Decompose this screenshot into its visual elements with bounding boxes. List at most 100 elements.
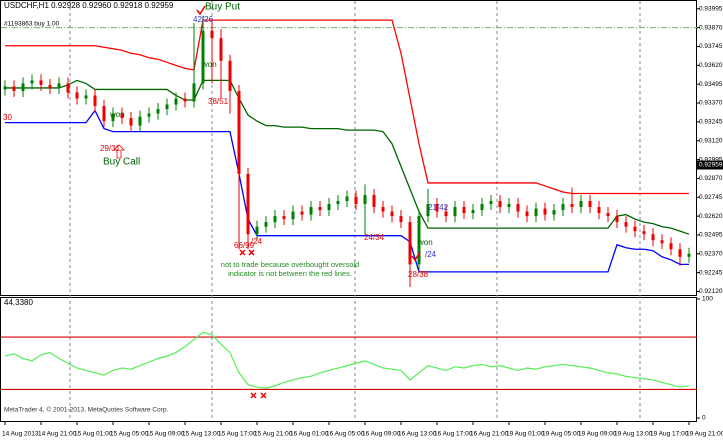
- candle-body: [435, 204, 439, 212]
- arrow-icon: [113, 144, 125, 159]
- candle-body: [606, 213, 610, 217]
- candle-body: [570, 204, 574, 208]
- candle-body: [282, 216, 286, 220]
- candle-body: [3, 86, 7, 90]
- candle-body: [381, 207, 385, 212]
- x-tick-label: 16 Aug 21:00: [470, 431, 509, 438]
- candle-body: [192, 83, 196, 102]
- x-tick-label: 19 Aug 05:00: [542, 431, 581, 438]
- candle-body: [660, 240, 664, 244]
- x-tick-label: 19 Aug 01:00: [506, 431, 545, 438]
- x-tick-label: 16 Aug 01:00: [290, 431, 329, 438]
- annotation: /24: [251, 237, 263, 246]
- candle-body: [498, 201, 502, 208]
- candle-body: [543, 208, 547, 215]
- annotation: 38/51: [208, 97, 229, 106]
- candle-body: [462, 207, 466, 214]
- y-tick-label: 0.92495: [699, 232, 723, 239]
- x-tick-label: 16 Aug 05:00: [326, 431, 365, 438]
- chart-title: USDCHF,H1 0.92928 0.92960 0.92918 0.9295…: [4, 1, 174, 10]
- x-tick-label: 19 Aug 13:00: [614, 431, 653, 438]
- candle-body: [138, 116, 142, 126]
- y-tick-label: 0.93370: [699, 100, 723, 107]
- candle-body: [246, 173, 250, 235]
- candle-body: [165, 104, 169, 110]
- candle-body: [399, 216, 403, 223]
- candle-body: [597, 207, 601, 214]
- x-tick-label: 15 Aug 13:00: [182, 431, 221, 438]
- annotation: 28/38: [408, 270, 429, 279]
- y-tick-label: 0: [702, 415, 706, 422]
- candle-body: [93, 95, 97, 107]
- y-tick-label: 0.92995: [699, 156, 723, 163]
- band-line: [5, 109, 689, 273]
- y-tick-label: 0.93745: [699, 43, 723, 50]
- x-tick-label: 16 Aug 17:00: [434, 431, 473, 438]
- y-tick-label: 0.92370: [699, 251, 723, 258]
- annotation: 21/42: [428, 203, 449, 212]
- y-tick-label: 0.92120: [699, 288, 723, 295]
- candle-body: [408, 222, 412, 265]
- candle-body: [561, 204, 565, 211]
- candle-body: [183, 98, 187, 102]
- y-tick-label: 100: [702, 296, 713, 303]
- main-frame: [0, 0, 697, 296]
- y-tick-label: 0.93245: [699, 119, 723, 126]
- candle-body: [363, 194, 367, 205]
- period-separators: [69, 1, 641, 421]
- candle-body: [84, 95, 88, 99]
- candle-body: [588, 201, 592, 208]
- candle-body: [174, 98, 178, 105]
- y-tick-label: 0.92870: [699, 175, 723, 182]
- candle-body: [480, 204, 484, 211]
- y-tick-label: 0.93120: [699, 137, 723, 144]
- candle-body: [147, 113, 151, 117]
- candle-body: [12, 86, 16, 91]
- annotation: 24/34: [364, 233, 385, 242]
- candle-body: [219, 38, 223, 61]
- candle-body: [120, 113, 124, 119]
- marks: [1, 15, 697, 287]
- x-tick-label: 15 Aug 21:00: [254, 431, 293, 438]
- candle-body: [669, 243, 673, 250]
- annotation: 29/31: [100, 144, 121, 153]
- indicator-label: 44.3380: [4, 298, 33, 307]
- candle-body: [39, 80, 43, 85]
- candle-body: [228, 60, 232, 91]
- x-tick-label: 19 Aug 21:00: [686, 431, 723, 438]
- order-label: #1193863 buy 1.00: [4, 20, 60, 27]
- candle-body: [651, 234, 655, 241]
- candle-body: [534, 208, 538, 217]
- candle-body: [21, 83, 25, 91]
- indicator-line: [4, 331, 690, 389]
- candle-body: [453, 207, 457, 217]
- candle-body: [309, 207, 313, 215]
- candle-body: [471, 210, 475, 214]
- candle-body: [633, 226, 637, 232]
- candle-body: [354, 196, 358, 205]
- x-tick-label: 15 Aug 09:00: [146, 431, 185, 438]
- price-box-label: 0.92959: [699, 162, 723, 169]
- candle-body: [291, 211, 295, 220]
- cross-icon: [239, 249, 255, 256]
- candle-body: [210, 30, 214, 39]
- candle-body: [273, 216, 277, 223]
- x-tick-label: 19 Aug 17:00: [650, 431, 689, 438]
- candle-body: [237, 90, 241, 174]
- candle-body: [444, 211, 448, 217]
- candle-body: [327, 204, 331, 211]
- annotation: not to trade because overbought oversold: [221, 260, 359, 269]
- candle-body: [129, 118, 133, 126]
- y-tick-label: 0.93870: [699, 24, 723, 31]
- candle-body: [552, 210, 556, 215]
- candle-body: [201, 30, 205, 84]
- band-line: [5, 79, 690, 235]
- annotation: indicator is not between the red lines.: [228, 269, 352, 278]
- band-line: [5, 19, 689, 195]
- candle-body: [390, 211, 394, 217]
- candle-body: [489, 201, 493, 205]
- candle-body: [417, 216, 421, 265]
- x-tick-label: 15 Aug 01:00: [74, 431, 113, 438]
- candle-body: [642, 231, 646, 235]
